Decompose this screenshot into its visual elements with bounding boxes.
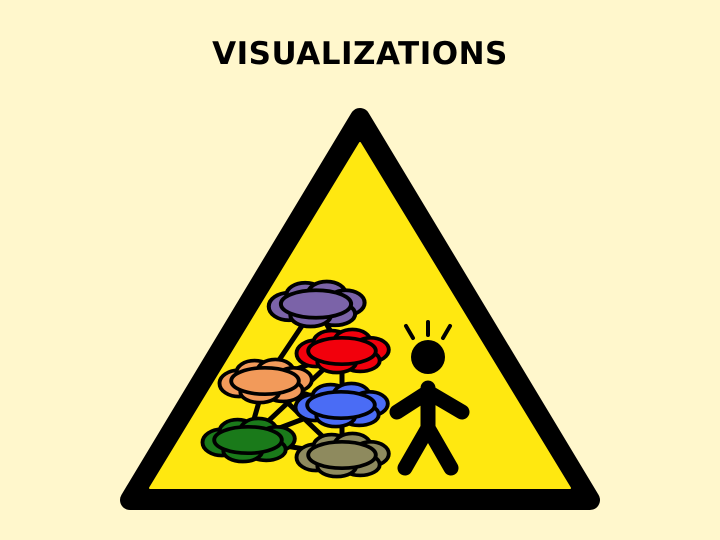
- person-body: [389, 380, 470, 476]
- alert-lines: [404, 320, 452, 340]
- person-head: [411, 340, 445, 374]
- alert-person-icon: [389, 320, 470, 476]
- slide-title: VISUALIZATIONS: [212, 36, 508, 72]
